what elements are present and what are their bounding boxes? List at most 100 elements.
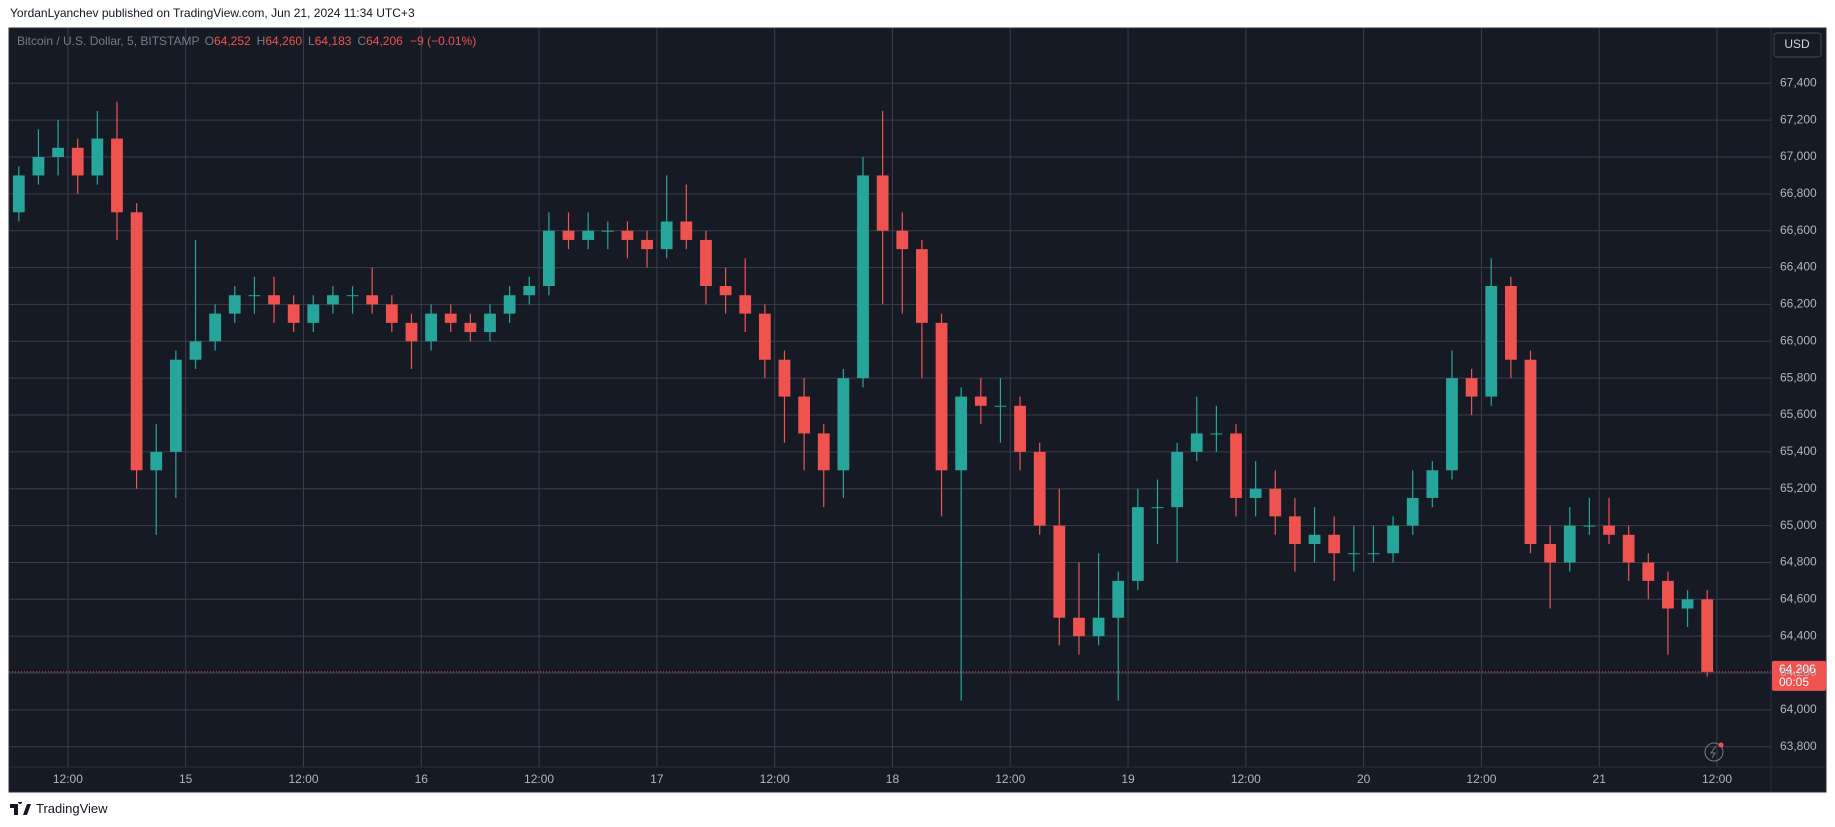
candle-body (1603, 525, 1615, 535)
x-tick-label: 12:00 (1231, 772, 1261, 786)
candle-body (425, 313, 437, 342)
candle-body (1465, 378, 1478, 397)
y-tick-label: 67,200 (1780, 112, 1817, 126)
x-tick-label: 12:00 (760, 772, 790, 786)
candle-body (1662, 580, 1674, 609)
ohlc-key: C (357, 34, 367, 48)
candle-body (1269, 488, 1282, 517)
currency-button[interactable] (1773, 32, 1822, 58)
y-tick-label: 65,000 (1780, 518, 1817, 532)
brand-footer: TradingView (10, 801, 108, 816)
candle-body (562, 230, 575, 240)
y-tick-label: 64,400 (1780, 628, 1817, 642)
candle-body (1681, 599, 1694, 609)
candle-body (1367, 553, 1380, 555)
candle-body (1583, 525, 1596, 527)
y-tick-label: 66,400 (1780, 260, 1817, 274)
candle-body (1230, 433, 1242, 498)
candle-body (503, 295, 516, 314)
candle-body (327, 295, 339, 305)
ohlc-key: H (256, 34, 266, 48)
x-tick-label: 20 (1357, 772, 1371, 786)
candle-body (955, 396, 968, 471)
ohlc-value: 64,206 (366, 34, 403, 48)
candle-body (974, 396, 987, 406)
alert-dot (1718, 742, 1724, 748)
y-tick-label: 67,400 (1780, 75, 1817, 89)
y-tick-label: 66,200 (1780, 297, 1817, 311)
candle-body (150, 451, 163, 471)
candle-body (248, 295, 261, 297)
candle-body (228, 295, 241, 314)
candle-body (523, 286, 536, 296)
y-tick-label: 67,000 (1780, 149, 1817, 163)
candle-body (405, 322, 418, 342)
x-tick-label: 12:00 (1466, 772, 1496, 786)
candle-body (700, 239, 712, 287)
last-price-box (1772, 660, 1826, 691)
candle-body (169, 359, 182, 452)
symbol-legend: Bitcoin / U.S. Dollar, 5, BITSTAMP O64,2… (17, 34, 480, 48)
ohlc-value: 64,260 (265, 34, 303, 48)
candle-body (1701, 599, 1714, 672)
x-tick-label: 12:00 (995, 772, 1025, 786)
candle-body (1485, 286, 1498, 397)
y-tick-label: 66,000 (1780, 333, 1817, 347)
candle-body (91, 138, 104, 176)
x-tick-label: 12:00 (524, 772, 554, 786)
candle-body (680, 221, 693, 240)
candle-body (287, 304, 300, 323)
last-price-countdown: 00:05 (1779, 675, 1809, 689)
candle-body (1151, 507, 1164, 509)
change-value: −9 (−0.01%) (410, 34, 477, 48)
candle-body (1544, 544, 1557, 563)
y-tick-label: 65,800 (1780, 370, 1817, 384)
candle-body (1622, 534, 1635, 563)
y-tick-label: 65,600 (1780, 407, 1817, 421)
candle-body (817, 433, 830, 471)
x-tick-label: 12:00 (288, 772, 318, 786)
candle-body (994, 405, 1007, 407)
x-tick-label: 16 (415, 772, 429, 786)
chart-pane (8, 27, 1827, 793)
candle-body (189, 341, 202, 360)
candle-body (758, 313, 771, 360)
candle-body (582, 230, 595, 240)
candle-body (52, 147, 64, 158)
ohlc-value: 64,183 (314, 34, 352, 48)
candle-body (1347, 553, 1360, 555)
candle-body (739, 295, 752, 314)
candle-body (71, 147, 84, 176)
brand-name: TradingView (36, 801, 108, 816)
candle-body (601, 230, 614, 232)
candle-body (542, 230, 555, 287)
alert-icon[interactable] (1704, 742, 1724, 762)
candle-body (621, 230, 634, 240)
candle-body (1426, 470, 1439, 498)
candle-body (798, 396, 810, 434)
candle-body (307, 304, 320, 323)
ohlc-key: L (308, 34, 315, 48)
candle-body (1073, 617, 1085, 637)
candle-body (1092, 617, 1105, 637)
candle-body (719, 286, 732, 296)
candle-body (896, 230, 909, 250)
candle-body (1289, 516, 1301, 545)
y-tick-label: 64,200 (1780, 665, 1817, 679)
symbol-name: Bitcoin / U.S. Dollar, 5, BITSTAMP (17, 34, 200, 48)
candle-body (1190, 433, 1203, 452)
y-tick-label: 63,800 (1780, 739, 1817, 753)
candle-body (916, 249, 928, 323)
candle-body (464, 322, 477, 333)
candle-body (1308, 534, 1321, 545)
candle-body (1053, 525, 1066, 618)
publish-note: YordanLyanchev published on TradingView.… (10, 6, 415, 20)
candle-body (1171, 451, 1184, 508)
candle-body (12, 175, 25, 213)
last-price-label: 64,206 (1779, 662, 1816, 676)
candle-body (1328, 534, 1341, 554)
candle-body (778, 359, 791, 397)
candle-body (1642, 562, 1655, 581)
x-tick-label: 18 (886, 772, 900, 786)
